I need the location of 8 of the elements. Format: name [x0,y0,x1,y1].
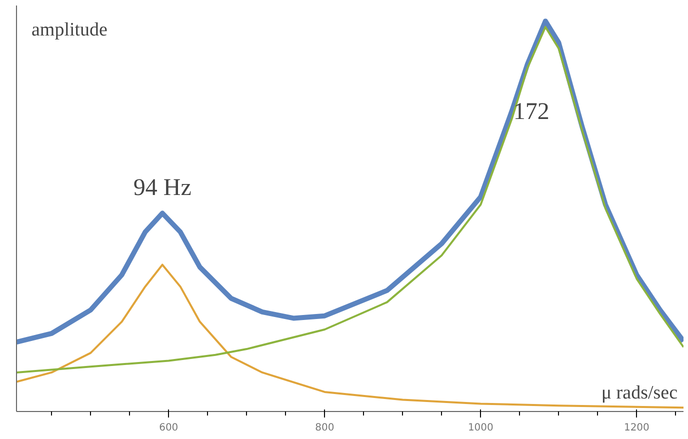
y-axis-title: amplitude [32,20,108,40]
x-tick-label: 600 [159,422,178,434]
annotation: 172 [513,99,550,126]
x-tick-label: 800 [315,422,334,434]
x-axis-title: μ rads/sec [601,382,678,404]
x-tick-label: 1000 [468,422,494,434]
annotation: 94 Hz [133,175,192,202]
x-tick-label: 1200 [624,422,650,434]
